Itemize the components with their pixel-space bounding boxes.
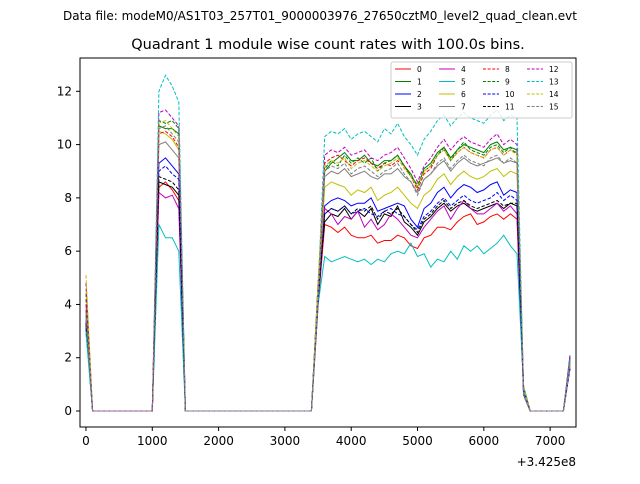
- legend-label-13: 13: [549, 78, 559, 87]
- legend-label-4: 4: [461, 65, 466, 74]
- plot-lines: [85, 74, 571, 412]
- chart-title: Quadrant 1 module wise count rates with …: [131, 37, 525, 53]
- x-tick-label: 0: [82, 434, 90, 448]
- series-line-5: [85, 224, 571, 412]
- series-line-3: [85, 181, 571, 412]
- x-axis: 0 1000 2000 3000 4000 5000 6000 7000: [82, 427, 565, 448]
- series-line-10: [85, 165, 571, 412]
- plot-frame: [79, 57, 577, 428]
- legend-label-0: 0: [417, 65, 422, 74]
- series-line-12: [85, 109, 571, 412]
- series-line-15: [85, 125, 571, 412]
- y-tick-label: 0: [64, 404, 72, 418]
- y-tick-label: 12: [57, 84, 72, 98]
- legend-label-7: 7: [461, 103, 466, 112]
- y-tick-label: 6: [64, 244, 72, 258]
- series-line-14: [85, 119, 571, 412]
- suptitle: Data file: modeM0/AS1T03_257T01_90000039…: [63, 9, 577, 23]
- y-tick-label: 2: [64, 351, 72, 365]
- legend-label-6: 6: [461, 90, 466, 99]
- series-line-1: [85, 125, 571, 412]
- x-offset-label: +3.425e8: [517, 455, 576, 469]
- x-tick-label: 1000: [137, 434, 168, 448]
- x-tick-label: 3000: [270, 434, 301, 448]
- series-line-6: [85, 130, 571, 412]
- legend-label-9: 9: [505, 78, 510, 87]
- legend-label-12: 12: [549, 65, 559, 74]
- legend-label-5: 5: [461, 78, 466, 87]
- series-line-2: [85, 157, 571, 412]
- legend-label-15: 15: [549, 103, 559, 112]
- legend-label-8: 8: [505, 65, 510, 74]
- series-line-0: [85, 181, 571, 412]
- x-tick-label: 7000: [535, 434, 566, 448]
- legend-label-3: 3: [417, 103, 422, 112]
- x-tick-label: 4000: [336, 434, 367, 448]
- legend-label-10: 10: [505, 90, 515, 99]
- legend-label-11: 11: [505, 103, 515, 112]
- y-tick-label: 10: [57, 138, 72, 152]
- legend-label-1: 1: [417, 78, 422, 87]
- x-tick-label: 5000: [402, 434, 433, 448]
- y-tick-label: 8: [64, 191, 72, 205]
- legend-box: [390, 61, 573, 119]
- legend-label-2: 2: [417, 90, 422, 99]
- series-line-7: [85, 141, 571, 412]
- y-tick-label: 4: [64, 297, 72, 311]
- x-tick-label: 2000: [203, 434, 234, 448]
- y-axis: 0 2 4 6 8 10 12: [57, 84, 80, 418]
- x-tick-label: 6000: [469, 434, 500, 448]
- series-line-9: [85, 119, 571, 412]
- legend-label-14: 14: [549, 90, 559, 99]
- series-line-11: [85, 175, 571, 412]
